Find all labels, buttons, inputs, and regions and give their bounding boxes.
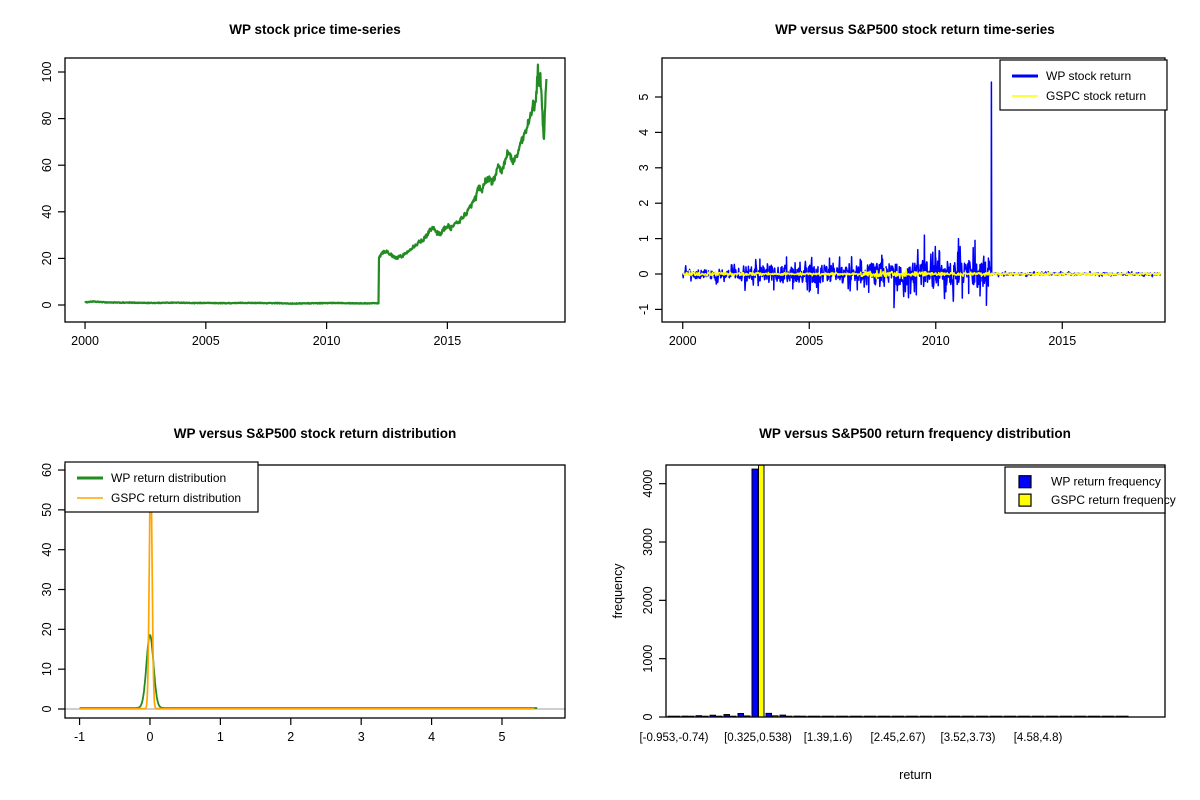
bin-label: [2.45,2.67) bbox=[871, 732, 926, 744]
y-tick-label: 40 bbox=[40, 205, 54, 219]
bin-label: [0.325,0.538) bbox=[724, 732, 792, 744]
x-tick-label: 0 bbox=[146, 730, 153, 744]
x-tick-label: 2005 bbox=[795, 334, 823, 348]
y-axis: 0 10 20 30 40 50 60 bbox=[40, 463, 65, 712]
y-tick-label: 4 bbox=[637, 129, 651, 136]
x-axis: 2000 2005 2010 2015 bbox=[669, 322, 1076, 348]
y-tick-label: -1 bbox=[637, 304, 651, 315]
x-tick-label: 4 bbox=[428, 730, 435, 744]
x-axis: -1 0 1 2 3 4 5 bbox=[74, 718, 506, 744]
x-tick-label: -1 bbox=[74, 730, 85, 744]
y-tick-label: 1 bbox=[637, 235, 651, 242]
y-tick-label: 0 bbox=[40, 705, 54, 712]
x-axis-title: return bbox=[899, 768, 932, 782]
chart-title-frequency: WP versus S&P500 return frequency distri… bbox=[759, 426, 1071, 441]
bar-gspc-bin6 bbox=[758, 465, 765, 717]
bar-wp-bin7 bbox=[765, 712, 772, 717]
y-tick-label: 0 bbox=[40, 301, 54, 308]
y-tick-label: 60 bbox=[40, 158, 54, 172]
plot-frame bbox=[661, 57, 1166, 323]
bar-wp-bin5 bbox=[737, 713, 744, 717]
panel-return-distribution: WP versus S&P500 stock return distributi… bbox=[0, 400, 600, 800]
y-tick-label: 3 bbox=[637, 164, 651, 171]
legend-label: WP return distribution bbox=[111, 471, 226, 485]
x-tick-label: 2015 bbox=[433, 334, 461, 348]
density-line-gspc-return-distribution bbox=[79, 468, 535, 710]
y-tick-label: 60 bbox=[40, 463, 54, 477]
y-axis: 0 1000 2000 3000 4000 bbox=[641, 470, 666, 720]
x-tick-label: 3 bbox=[358, 730, 365, 744]
x-tick-label: 2010 bbox=[922, 334, 950, 348]
bin-label: [-0.953,-0.74) bbox=[639, 732, 708, 744]
y-tick-label: 2000 bbox=[641, 586, 655, 614]
y-tick-label: 3000 bbox=[641, 528, 655, 556]
y-tick-label: 1000 bbox=[641, 645, 655, 673]
legend-label: GSPC return frequency bbox=[1051, 493, 1176, 507]
x-tick-label: 2000 bbox=[71, 334, 99, 348]
x-tick-label: 5 bbox=[499, 730, 506, 744]
legend-label: GSPC return distribution bbox=[111, 491, 241, 505]
x-tick-label: 2 bbox=[287, 730, 294, 744]
chart-title-price: WP stock price time-series bbox=[229, 22, 401, 37]
y-tick-label: 2 bbox=[637, 200, 651, 207]
y-tick-label: 5 bbox=[637, 93, 651, 100]
y-tick-label: 40 bbox=[40, 543, 54, 557]
bin-label: [1.39,1.6) bbox=[804, 732, 853, 744]
y-tick-label: 20 bbox=[40, 622, 54, 636]
y-tick-label: 0 bbox=[637, 270, 651, 277]
y-tick-label: 100 bbox=[40, 62, 54, 83]
y-tick-label: 4000 bbox=[641, 470, 655, 498]
x-tick-label: 2000 bbox=[669, 334, 697, 348]
chart-svg-price: 2000 2005 2010 2015 0 20 40 60 80 100 bbox=[40, 57, 566, 348]
y-tick-label: 50 bbox=[40, 503, 54, 517]
y-tick-label: 30 bbox=[40, 583, 54, 597]
y-axis: -1 0 1 2 3 4 5 bbox=[637, 93, 662, 315]
plot-frame bbox=[64, 464, 566, 719]
x-axis-bin-labels: [-0.953,-0.74) [0.325,0.538) [1.39,1.6) [2.… bbox=[639, 732, 1062, 744]
panel-price-timeseries: WP stock price time-series 2000 2005 2010 2… bbox=[0, 0, 600, 400]
bin-label: [4.58,4.8) bbox=[1014, 732, 1063, 744]
legend-label: WP stock return bbox=[1046, 69, 1131, 83]
legend: WP return frequency GSPC return frequency bbox=[1004, 466, 1176, 514]
legend-label: WP return frequency bbox=[1051, 475, 1161, 489]
bar-wp-bin8 bbox=[779, 714, 786, 717]
panel-return-timeseries: WP versus S&P500 stock return time-serie… bbox=[600, 0, 1200, 400]
chart-svg-return: 2000 2005 2010 2015 -1 0 1 2 3 4 5 WP stock return G… bbox=[637, 57, 1168, 348]
plot-frame bbox=[665, 464, 1166, 718]
bar-wp-bin4 bbox=[723, 714, 730, 717]
x-axis: 2000 2005 2010 2015 bbox=[71, 322, 461, 348]
series-line-gspc-stock-return bbox=[682, 267, 1162, 280]
y-axis-title: frequency bbox=[611, 563, 625, 619]
y-tick-label: 0 bbox=[641, 713, 655, 720]
plot-frame bbox=[64, 57, 566, 323]
x-tick-label: 2010 bbox=[313, 334, 341, 348]
price-line bbox=[84, 63, 548, 305]
y-axis: 0 20 40 60 80 100 bbox=[40, 62, 65, 308]
y-tick-label: 10 bbox=[40, 662, 54, 676]
y-tick-label: 80 bbox=[40, 112, 54, 126]
chart-svg-frequency: 0 1000 2000 3000 4000 [-0.953,-0.74) [0.325,0.… bbox=[611, 464, 1176, 782]
legend-label: GSPC stock return bbox=[1046, 89, 1146, 103]
chart-title-distribution: WP versus S&P500 stock return distributi… bbox=[173, 426, 457, 441]
x-tick-label: 1 bbox=[217, 730, 224, 744]
x-tick-label: 2015 bbox=[1048, 334, 1076, 348]
bin-label: [3.52,3.73) bbox=[941, 732, 996, 744]
legend: WP return distribution GSPC return distri… bbox=[64, 461, 259, 513]
bar-wp-bin6 bbox=[751, 468, 758, 717]
chart-title-return: WP versus S&P500 stock return time-serie… bbox=[775, 22, 1055, 37]
legend: WP stock return GSPC stock return bbox=[999, 59, 1168, 111]
y-tick-label: 20 bbox=[40, 251, 54, 265]
x-tick-label: 2005 bbox=[192, 334, 220, 348]
panel-frequency-distribution: WP versus S&P500 return frequency distri… bbox=[600, 400, 1200, 800]
